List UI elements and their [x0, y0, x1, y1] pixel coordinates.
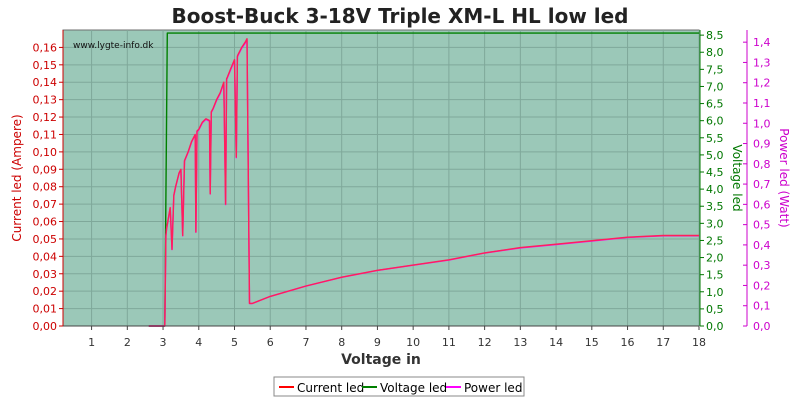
right2-tick-label-4: 0,4: [753, 239, 771, 252]
left-tick-label-13: 0,13: [33, 94, 58, 107]
left-tick-label-16: 0,16: [33, 41, 58, 54]
x-axis-label: Voltage in: [341, 352, 421, 368]
right2-tick-label-0: 0,0: [753, 320, 771, 333]
left-tick-label-4: 0,04: [33, 250, 58, 263]
left-tick-label-10: 0,10: [33, 146, 58, 159]
left-tick-label-5: 0,05: [33, 233, 58, 246]
right1-tick-label-10: 5,0: [706, 149, 724, 162]
left-tick-label-14: 0,14: [33, 76, 58, 89]
left-tick-label-2: 0,02: [33, 285, 58, 298]
x-tick-label-12: 13: [513, 336, 527, 349]
legend-label-current: Current led: [297, 381, 364, 395]
left-axis: 0,00 0,01 0,02 0,03 0,04 0,05 0,06 0,07 0,08 0,09…: [33, 30, 64, 333]
right1-tick-label-17: 8,5: [706, 29, 724, 42]
left-tick-label-9: 0,09: [33, 163, 58, 176]
right2-tick-label-2: 0,2: [753, 279, 771, 292]
right2-tick-label-8: 0,8: [753, 158, 771, 171]
right1-tick-label-13: 6,5: [706, 98, 724, 111]
right1-tick-label-14: 7,0: [706, 80, 724, 93]
right1-tick-label-7: 3,5: [706, 200, 724, 213]
plot-area: [62, 29, 700, 327]
x-tick-label-0: 1: [88, 336, 95, 349]
watermark: www.lygte-info.dk: [73, 41, 154, 51]
right1-tick-label-3: 1,5: [706, 269, 724, 282]
left-tick-label-1: 0,01: [33, 303, 58, 316]
right1-tick-label-2: 1,0: [706, 286, 724, 299]
right2-tick-label-13: 1,3: [753, 56, 771, 69]
left-tick-label-15: 0,15: [33, 59, 58, 72]
y-axis-label-right1: Voltage led: [730, 144, 744, 211]
right1-tick-label-6: 3,0: [706, 217, 724, 230]
legend-box: [273, 376, 525, 397]
right1-tick-label-16: 8,0: [706, 46, 724, 59]
left-tick-label-6: 0,06: [33, 216, 58, 229]
x-tick-label-3: 4: [195, 336, 202, 349]
x-tick-label-8: 9: [374, 336, 381, 349]
right1-tick-label-11: 5,5: [706, 132, 724, 145]
right1-tick-label-1: 0,5: [706, 303, 724, 316]
series-line-current-led: [148, 38, 699, 327]
grid: [63, 30, 700, 327]
x-tick-label-6: 7: [302, 336, 309, 349]
right1-axis: 0,0 0,5 1,0 1,5 2,0 2,5 3,0 3,5 4,0 4,5 5,0 5,5 6,0 6…: [699, 29, 724, 333]
right1-tick-label-15: 7,5: [706, 63, 724, 76]
x-tick-label-16: 17: [656, 336, 670, 349]
right1-tick-label-12: 6,0: [706, 115, 724, 128]
left-tick-label-3: 0,03: [33, 268, 58, 281]
x-axis: 1 2 3 4 5 6 7 8 9 10 11 12 13 14 15 16 17 18: [63, 325, 706, 349]
left-tick-label-8: 0,08: [33, 181, 58, 194]
x-tick-label-15: 16: [621, 336, 635, 349]
right2-tick-label-12: 1,2: [753, 77, 771, 90]
right2-tick-label-10: 1,0: [753, 117, 771, 130]
x-tick-label-2: 3: [160, 336, 167, 349]
x-tick-label-11: 12: [478, 336, 492, 349]
x-tick-label-4: 5: [231, 336, 238, 349]
right1-tick-label-4: 2,0: [706, 252, 724, 265]
left-tick-label-0: 0,00: [33, 320, 58, 333]
right2-tick-label-9: 0,9: [753, 138, 771, 151]
x-tick-label-1: 2: [124, 336, 131, 349]
right2-tick-label-11: 1,1: [753, 97, 771, 110]
legend: Current led Voltage led Power led: [273, 376, 525, 397]
legend-label-power: Power led: [464, 381, 522, 395]
x-tick-label-7: 8: [338, 336, 345, 349]
right2-tick-label-14: 1,4: [753, 36, 771, 49]
right1-tick-label-5: 2,5: [706, 234, 724, 247]
right2-tick-label-1: 0,1: [753, 300, 771, 313]
left-tick-label-7: 0,07: [33, 198, 58, 211]
right2-tick-label-5: 0,5: [753, 219, 771, 232]
right2-tick-label-7: 0,7: [753, 178, 771, 191]
right1-tick-label-8: 4,0: [706, 183, 724, 196]
y-axis-label-left: Current led (Ampere): [10, 114, 24, 241]
right2-tick-label-3: 0,3: [753, 259, 771, 272]
right2-tick-label-6: 0,6: [753, 198, 771, 211]
y-axis-label-right2: Power led (Watt): [777, 128, 791, 227]
chart-title: Boost-Buck 3-18V Triple XM-L HL low led: [172, 4, 629, 28]
x-tick-label-14: 15: [585, 336, 599, 349]
x-tick-label-13: 14: [549, 336, 563, 349]
legend-label-voltage: Voltage led: [380, 381, 447, 395]
right1-tick-label-0: 0,0: [706, 320, 724, 333]
x-tick-label-10: 11: [442, 336, 456, 349]
x-tick-label-17: 18: [692, 336, 706, 349]
x-tick-label-9: 10: [406, 336, 420, 349]
right1-tick-label-9: 4,5: [706, 166, 724, 179]
left-tick-label-11: 0,11: [33, 128, 58, 141]
right2-axis: 0,0 0,1 0,2 0,3 0,4 0,5 0,6 0,7 0,8 0,9 1,0 1,1 1,2 1…: [743, 30, 771, 333]
x-tick-label-5: 6: [267, 336, 274, 349]
left-tick-label-12: 0,12: [33, 111, 58, 124]
